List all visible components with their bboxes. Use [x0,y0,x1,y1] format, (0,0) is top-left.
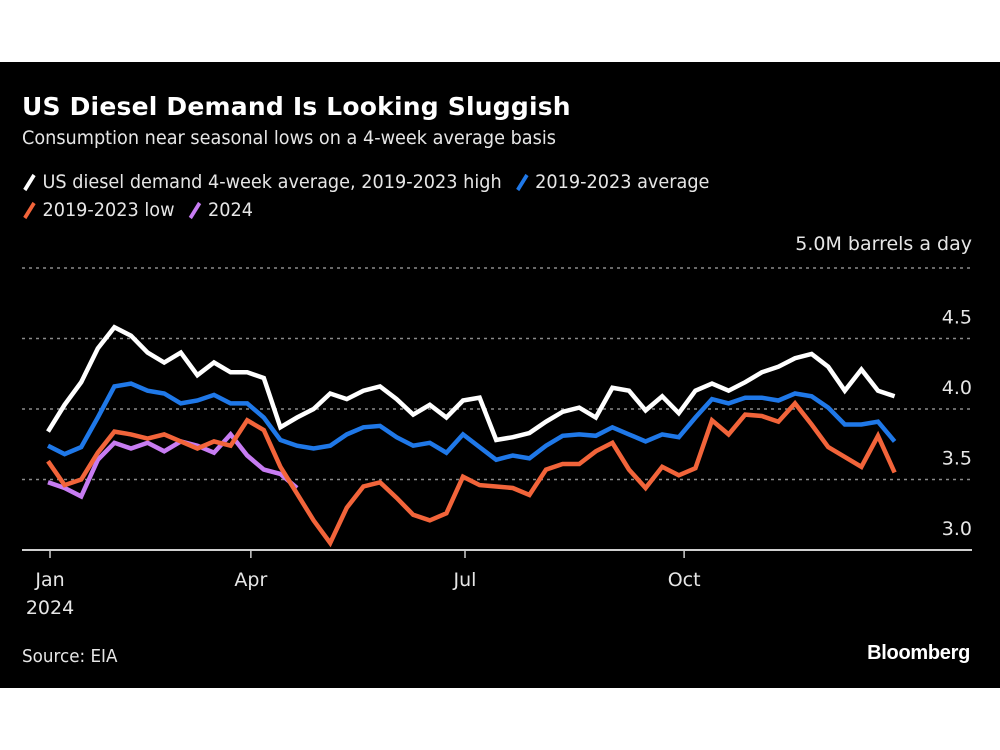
legend-swatch-low [23,201,36,220]
series-line-low [46,399,897,548]
chart-subtitle: Consumption near seasonal lows on a 4-we… [22,127,556,149]
legend-item-low: 2019-2023 low [22,199,175,221]
legend-swatch-2024 [188,201,202,220]
bloomberg-logo: Bloomberg [867,642,970,664]
source-note: Source: EIA [22,646,118,667]
legend-item-average: 2019-2023 average [515,171,710,193]
legend-label-high: US diesel demand 4-week average, 2019-20… [42,171,502,193]
y-axis-labels: 3.0 3.5 4.0 4.5 [942,307,972,541]
x-tick-label: Apr [234,569,267,591]
legend-item-high: US diesel demand 4-week average, 2019-20… [22,171,502,193]
legend-swatch-high [23,173,36,192]
gridlines [22,267,972,481]
legend-row-1: US diesel demand 4-week average, 2019-20… [22,171,722,193]
x-tick-label: Jan [34,569,64,591]
legend-item-2024: 2024 [188,199,253,221]
legend-label-average: 2019-2023 average [535,171,710,193]
series-lines [46,324,897,548]
y-tick-label: 3.5 [942,448,972,470]
series-line-average [46,381,897,463]
y-tick-label: 4.5 [942,307,972,329]
legend-label-low: 2019-2023 low [42,199,175,221]
x-axis: Jan 2024 Apr Jul Oct [22,549,972,619]
x-tick-label: Oct [668,569,701,591]
y-tick-label: 4.0 [942,377,972,399]
x-tick-sublabel: 2024 [26,597,74,619]
y-tick-label: 3.0 [942,518,972,540]
legend-row-2: 2019-2023 low 2024 [22,199,266,221]
chart-title: US Diesel Demand Is Looking Sluggish [22,92,571,121]
series-line-2024 [47,430,299,500]
x-tick-label: Jul [453,569,477,591]
legend-swatch-average [515,173,529,192]
series-line-high [46,324,896,443]
y-axis-unit-label: 5.0M barrels a day [795,233,972,255]
legend-label-2024: 2024 [208,199,254,221]
